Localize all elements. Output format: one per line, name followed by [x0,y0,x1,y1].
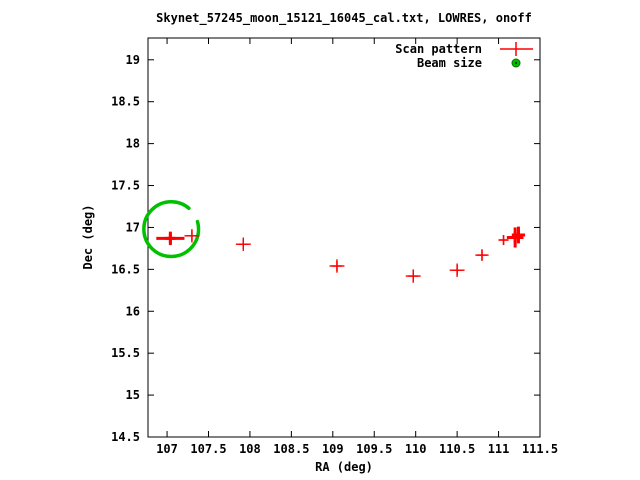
beam-size-circle [142,200,201,259]
y-axis-label: Dec (deg) [81,204,95,270]
y-tick-label: 17 [126,220,140,234]
y-tick-label: 16.5 [111,262,140,276]
legend-label-beam-size: Beam size [416,56,482,70]
y-tick-label: 18.5 [111,95,140,109]
x-tick-label: 109.5 [356,442,392,456]
plot-border [147,37,541,438]
x-tick-label: 107 [156,442,178,456]
y-tick-label: 19 [126,53,140,67]
chart-title: Skynet_57245_moon_15121_16045_cal.txt, L… [156,11,532,25]
x-tick-label: 110.5 [439,442,475,456]
x-tick-label: 107.5 [190,442,226,456]
x-tick-label: 108 [239,442,261,456]
legend-label-scan-pattern: Scan pattern [395,42,482,56]
x-tick-label: 109 [322,442,344,456]
y-tick-label: 16 [126,304,140,318]
y-tick-label: 14.5 [111,430,140,444]
y-tick-label: 18 [126,137,140,151]
y-tick-label: 15.5 [111,346,140,360]
y-tick-label: 15 [126,388,140,402]
y-tick-label: 17.5 [111,179,140,193]
x-tick-label: 111.5 [522,442,558,456]
legend-beam-size-marker-dot [514,61,518,65]
x-axis-label: RA (deg) [315,460,373,474]
x-tick-label: 111 [488,442,510,456]
x-tick-label: 108.5 [273,442,309,456]
x-tick-label: 110 [405,442,427,456]
